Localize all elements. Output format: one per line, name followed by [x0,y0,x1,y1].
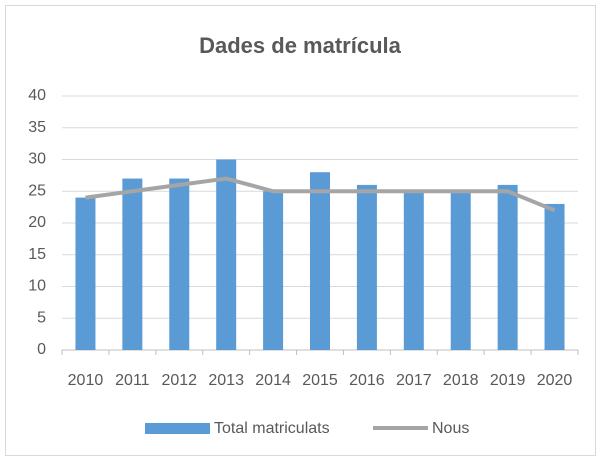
x-tick-label: 2017 [396,372,432,389]
chart-border [5,5,596,456]
x-tick-label: 2015 [302,372,338,389]
legend-label: Total matriculats [214,420,330,437]
bar [216,159,237,350]
bar [122,178,143,350]
y-tick-label: 15 [28,246,46,263]
x-tick-label: 2011 [115,372,150,389]
bar [75,197,96,350]
y-tick-label: 30 [28,151,46,168]
legend-swatch [145,423,210,434]
line [85,176,556,213]
x-tick-label: 2016 [349,372,385,389]
bar [263,191,284,350]
x-tick-label: 2013 [208,372,244,389]
y-tick-label: 0 [37,341,46,358]
x-tick-label: 2012 [161,372,197,389]
y-tick-label: 20 [28,214,46,231]
bar [169,178,190,350]
bar [497,184,518,350]
bar [356,184,377,350]
x-tick-label: 2018 [443,372,479,389]
y-tick-label: 5 [37,309,46,326]
x-tick-label: 2020 [537,372,573,389]
x-tick-label: 2014 [255,372,291,389]
bar [310,172,330,350]
y-tick-label: 25 [28,182,46,199]
y-tick-label: 10 [28,278,46,295]
bar [544,203,565,350]
y-tick-label: 40 [28,87,46,104]
bar [450,191,471,350]
x-tick-label: 2010 [68,372,104,389]
chart-title: Dades de matrícula [199,33,402,58]
y-tick-label: 35 [28,119,46,136]
x-tick-label: 2019 [490,372,526,389]
legend-label: Nous [432,420,469,437]
bar [403,191,424,350]
